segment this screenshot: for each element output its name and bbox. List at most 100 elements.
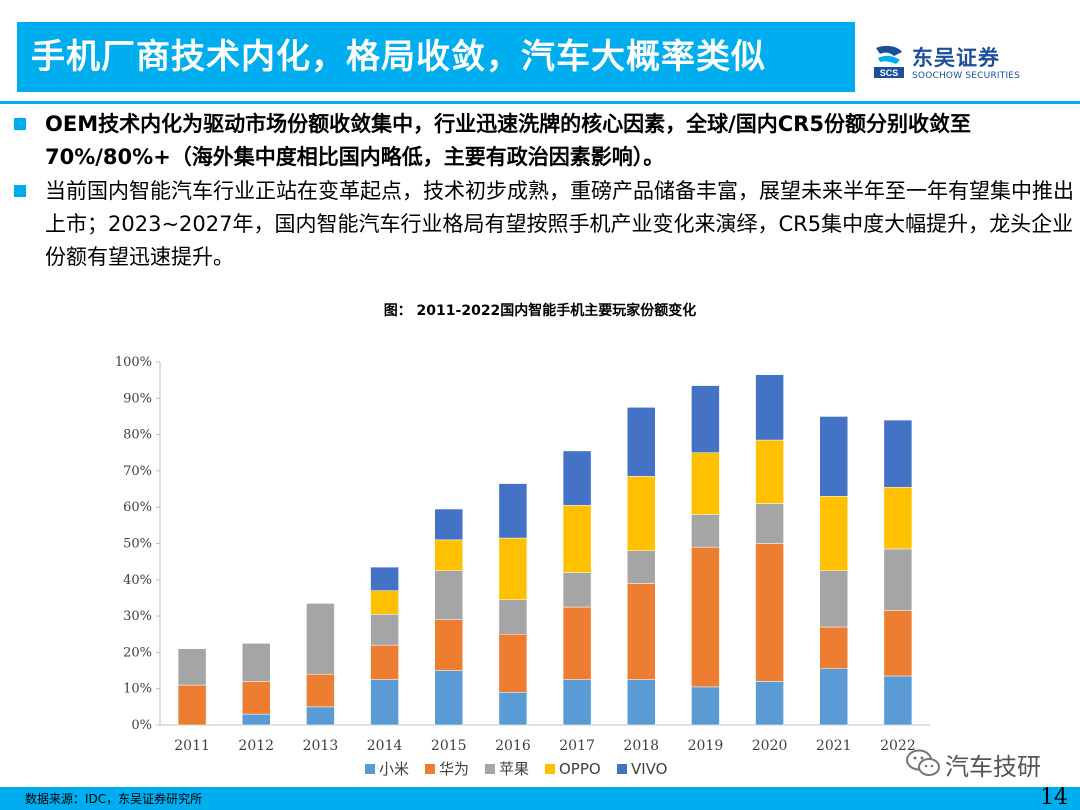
bar-segment-小米 [691,686,720,726]
bullet-text: OEM技术内化为驱动市场份额收敛集中，行业迅速洗牌的核心因素，全球/国内CR5份… [45,112,971,169]
bar-segment-华为 [498,634,528,693]
header-divider [0,101,1080,104]
footer-bar: 数据来源：IDC，东吴证券研究所 14 [0,785,1080,810]
y-tick-label: 40% [123,573,152,588]
bar-segment-OPPO [562,505,592,573]
bar-segment-苹果 [498,599,528,635]
bar-segment-苹果 [306,603,335,675]
x-tick-label: 2012 [238,738,274,754]
legend-swatch [365,764,375,774]
logo-name-cn: 东吴证券 [912,46,1000,70]
bar-segment-苹果 [242,643,271,682]
bar-segment-小米 [883,675,913,726]
bar-segment-华为 [562,606,592,680]
bar-segment-OPPO [370,590,399,615]
bar-segment-苹果 [819,570,848,628]
legend-swatch [425,764,435,774]
x-tick-label: 2016 [495,738,531,754]
bar-segment-VIVO [691,385,720,453]
y-tick-label: 30% [123,609,152,624]
bullet-list: OEM技术内化为驱动市场份额收敛集中，行业迅速洗牌的核心因素，全球/国内CR5份… [12,108,1074,274]
y-tick-label: 50% [123,537,152,552]
bar-segment-小米 [627,679,656,726]
bar-segment-苹果 [177,648,207,686]
bar-segment-小米 [370,679,399,726]
bar-segment-华为 [819,626,848,669]
bullet-square-icon [14,185,26,197]
bar-segment-华为 [691,546,720,688]
logo-name-en: SOOCHOW SECURITIES [912,71,1021,81]
company-logo: SCS 东吴证券 SOOCHOW SECURITIES [872,40,1032,88]
bullet-item: OEM技术内化为驱动市场份额收敛集中，行业迅速洗牌的核心因素，全球/国内CR5份… [12,108,1074,174]
bar-segment-华为 [177,684,207,726]
x-tick-label: 2013 [303,738,339,754]
legend-swatch [485,764,495,774]
y-tick-label: 10% [123,682,152,697]
bar-segment-小米 [242,713,271,726]
bar-segment-苹果 [370,614,399,646]
bar-segment-苹果 [755,503,784,544]
bar-segment-小米 [306,706,335,726]
data-source: 数据来源：IDC，东吴证券研究所 [25,792,203,806]
title-banner: 手机厂商技术内化，格局收敛，汽车大概率类似 [17,22,855,92]
bar-segment-VIVO [562,450,592,506]
bar-segment-华为 [627,583,656,680]
legend-label: 小米 [379,760,409,778]
x-tick-label: 2022 [880,738,916,754]
bar-segment-华为 [370,644,399,680]
bullet-item: 当前国内智能汽车行业正站在变革起点，技术初步成熟，重磅产品储备丰富，展望未来半年… [12,175,1074,274]
bar-segment-VIVO [434,508,463,541]
legend-swatch [617,764,627,774]
bar-segment-OPPO [434,539,463,571]
bar-segment-小米 [562,679,592,726]
soochow-logo-icon: SCS [874,45,904,78]
legend-label: 苹果 [499,760,529,778]
bar-segment-小米 [498,692,528,726]
x-tick-label: 2015 [431,738,467,754]
bar-segment-VIVO [883,419,913,488]
bar-segment-OPPO [691,452,720,515]
bullet-square-icon [14,118,26,130]
bar-segment-VIVO [755,374,784,441]
page-title: 手机厂商技术内化，格局收敛，汽车大概率类似 [31,37,766,77]
y-tick-label: 70% [123,464,152,479]
x-tick-label: 2017 [559,738,595,754]
bar-segment-小米 [819,668,848,726]
y-tick-label: 90% [123,391,152,406]
wechat-watermark: 汽车技研 [905,745,1075,781]
x-tick-label: 2020 [752,738,788,754]
bullet-text: 当前国内智能汽车行业正站在变革起点，技术初步成熟，重磅产品储备丰富，展望未来半年… [45,179,1074,269]
wechat-icon [906,749,940,776]
chart-title: 图： 2011-2022国内智能手机主要玩家份额变化 [383,303,697,319]
bar-segment-VIVO [627,407,656,477]
x-tick-label: 2019 [688,738,724,754]
page-number: 14 [1040,785,1068,810]
bar-segment-苹果 [434,570,463,620]
y-tick-label: 60% [123,500,152,515]
bar-segment-OPPO [498,537,528,601]
bar-segment-苹果 [883,548,913,611]
y-tick-label: 0% [131,718,152,733]
bar-segment-小米 [755,681,784,726]
bar-segment-华为 [755,543,784,682]
bar-segment-OPPO [627,476,656,552]
bar-segment-OPPO [883,486,913,550]
bar-segment-华为 [306,673,335,708]
bar-segment-小米 [434,670,463,726]
watermark-text: 汽车技研 [945,753,1041,781]
bar-segment-华为 [883,610,913,677]
bar-segment-华为 [434,619,463,671]
x-tick-label: 2021 [816,738,852,754]
bar-segment-苹果 [691,514,720,548]
x-tick-label: 2018 [623,738,659,754]
legend-swatch [545,764,555,774]
bar-segment-华为 [242,681,271,715]
y-tick-label: 80% [123,428,152,443]
bar-segment-OPPO [819,496,848,571]
legend-label: 华为 [439,760,469,778]
bar-segment-VIVO [819,416,848,497]
y-tick-label: 20% [123,645,152,660]
y-tick-label: 100% [115,355,152,370]
legend-label: VIVO [631,760,668,778]
x-tick-label: 2014 [367,738,403,754]
